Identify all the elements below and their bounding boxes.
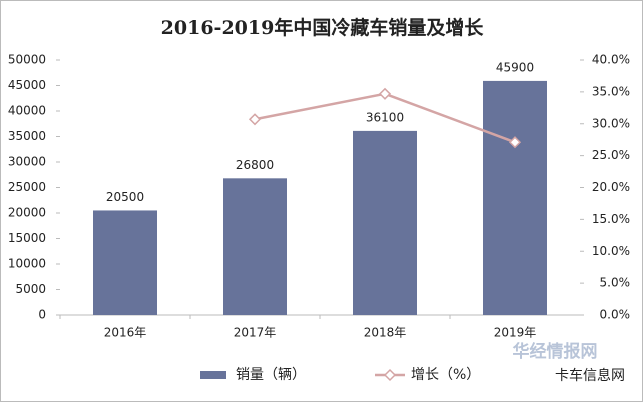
marker: [378, 87, 392, 100]
y2-tick-label: 10.0%: [592, 244, 630, 258]
data-label: 45900: [496, 60, 534, 74]
bar: [353, 130, 417, 315]
y-tick-label: 15000: [8, 231, 46, 245]
y-tick-label: 50000: [8, 53, 46, 67]
y-tick-label: 20000: [8, 206, 46, 220]
y2-tick-label: 25.0%: [592, 148, 630, 162]
legend-label: 增长（%）: [411, 367, 480, 383]
data-label: 26800: [236, 158, 274, 172]
bar: [93, 210, 157, 315]
y2-tick-label: 5.0%: [600, 276, 631, 290]
x-tick-label: 2018年: [364, 326, 407, 340]
y-tick-label: 30000: [8, 155, 46, 169]
data-label: 20500: [106, 190, 144, 204]
legend-label: 销量（辆）: [236, 367, 306, 383]
legend-swatch: [383, 368, 397, 382]
y2-tick-label: 15.0%: [592, 212, 630, 226]
y-tick-label: 10000: [8, 257, 46, 271]
y2-tick-label: 35.0%: [592, 84, 630, 98]
y-tick-label: 5000: [15, 282, 46, 296]
y-tick-label: 45000: [8, 78, 46, 92]
data-label: 36100: [366, 110, 404, 124]
y2-tick-label: 40.0%: [592, 53, 630, 67]
y2-tick-label: 30.0%: [592, 116, 630, 130]
x-tick-label: 2016年: [104, 326, 147, 340]
y-tick-label: 25000: [8, 180, 46, 194]
y-tick-label: 35000: [8, 129, 46, 143]
bar: [483, 80, 547, 315]
y-tick-label: 40000: [8, 104, 46, 118]
x-tick-label: 2019年: [494, 326, 537, 340]
legend-swatch: [200, 371, 226, 379]
marker: [508, 136, 522, 149]
y2-tick-label: 0.0%: [600, 308, 631, 322]
watermark: 卡车信息网: [555, 367, 625, 384]
x-tick-label: 2017年: [234, 326, 277, 340]
watermark: 华经情报网: [513, 341, 598, 362]
y2-tick-label: 20.0%: [592, 180, 630, 194]
chart-title: 2016-2019年中国冷藏车销量及增长: [161, 16, 485, 39]
marker: [248, 113, 262, 126]
y-tick-label: 0: [38, 308, 46, 322]
bar: [223, 178, 287, 315]
